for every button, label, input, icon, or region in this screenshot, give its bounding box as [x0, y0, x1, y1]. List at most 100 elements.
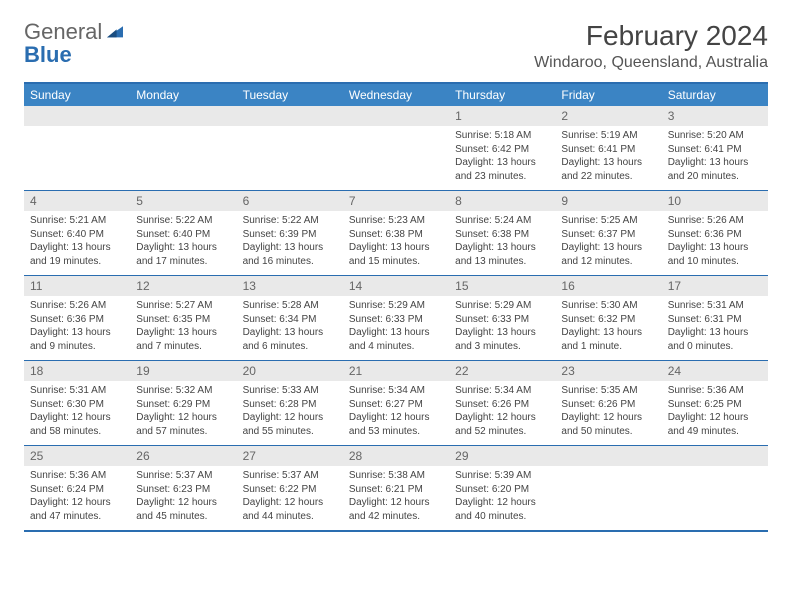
daylight-text-1: Daylight: 13 hours: [455, 241, 549, 255]
calendar-cell: 4Sunrise: 5:21 AMSunset: 6:40 PMDaylight…: [24, 191, 130, 275]
sunrise-text: Sunrise: 5:37 AM: [243, 469, 337, 483]
dayname-monday: Monday: [130, 84, 236, 106]
day-number: 20: [237, 361, 343, 381]
sunset-text: Sunset: 6:42 PM: [455, 143, 549, 157]
sunset-text: Sunset: 6:33 PM: [455, 313, 549, 327]
calendar-cell: 15Sunrise: 5:29 AMSunset: 6:33 PMDayligh…: [449, 276, 555, 360]
calendar-cell: [130, 106, 236, 190]
calendar-cell: 26Sunrise: 5:37 AMSunset: 6:23 PMDayligh…: [130, 446, 236, 530]
day-number: 15: [449, 276, 555, 296]
daylight-text-1: Daylight: 13 hours: [349, 241, 443, 255]
sunset-text: Sunset: 6:33 PM: [349, 313, 443, 327]
sunrise-text: Sunrise: 5:34 AM: [455, 384, 549, 398]
sunrise-text: Sunrise: 5:31 AM: [30, 384, 124, 398]
daylight-text-1: Daylight: 13 hours: [30, 241, 124, 255]
day-number: 25: [24, 446, 130, 466]
daylight-text-2: and 20 minutes.: [668, 170, 762, 184]
sunrise-text: Sunrise: 5:31 AM: [668, 299, 762, 313]
calendar-cell: 6Sunrise: 5:22 AMSunset: 6:39 PMDaylight…: [237, 191, 343, 275]
sunset-text: Sunset: 6:31 PM: [668, 313, 762, 327]
daylight-text-1: Daylight: 13 hours: [561, 241, 655, 255]
sunrise-text: Sunrise: 5:27 AM: [136, 299, 230, 313]
logo-sail-icon: [104, 19, 126, 44]
daylight-text-1: Daylight: 12 hours: [349, 411, 443, 425]
day-number: 7: [343, 191, 449, 211]
calendar-cell: 27Sunrise: 5:37 AMSunset: 6:22 PMDayligh…: [237, 446, 343, 530]
day-number: 11: [24, 276, 130, 296]
day-number: 24: [662, 361, 768, 381]
sunrise-text: Sunrise: 5:39 AM: [455, 469, 549, 483]
sunset-text: Sunset: 6:21 PM: [349, 483, 443, 497]
daylight-text-2: and 57 minutes.: [136, 425, 230, 439]
dayname-sunday: Sunday: [24, 84, 130, 106]
sunrise-text: Sunrise: 5:18 AM: [455, 129, 549, 143]
sunset-text: Sunset: 6:25 PM: [668, 398, 762, 412]
day-number: 26: [130, 446, 236, 466]
daylight-text-2: and 52 minutes.: [455, 425, 549, 439]
daylight-text-2: and 9 minutes.: [30, 340, 124, 354]
calendar-cell: 25 Sunrise: 5:36 AMSunset: 6:24 PMDayligh…: [24, 446, 130, 530]
day-number: 10: [662, 191, 768, 211]
daylight-text-1: Daylight: 13 hours: [668, 156, 762, 170]
dayname-tuesday: Tuesday: [237, 84, 343, 106]
sunset-text: Sunset: 6:38 PM: [455, 228, 549, 242]
sunrise-text: Sunrise: 5:23 AM: [349, 214, 443, 228]
sunrise-text: Sunrise: 5:33 AM: [243, 384, 337, 398]
location-subtitle: Windaroo, Queensland, Australia: [534, 54, 768, 72]
daylight-text-2: and 3 minutes.: [455, 340, 549, 354]
calendar-cell: [662, 446, 768, 530]
sunrise-text: Sunrise: 5:19 AM: [561, 129, 655, 143]
day-number: 21: [343, 361, 449, 381]
daylight-text-2: and 4 minutes.: [349, 340, 443, 354]
calendar-cell: 23Sunrise: 5:35 AMSunset: 6:26 PMDayligh…: [555, 361, 661, 445]
calendar-cell: 5Sunrise: 5:22 AMSunset: 6:40 PMDaylight…: [130, 191, 236, 275]
logo: GeneralBlue: [24, 20, 126, 66]
daylight-text-2: and 42 minutes.: [349, 510, 443, 524]
daylight-text-2: and 53 minutes.: [349, 425, 443, 439]
daylight-text-1: Daylight: 12 hours: [136, 411, 230, 425]
daylight-text-1: Daylight: 12 hours: [30, 496, 124, 510]
calendar-cell: 22Sunrise: 5:34 AMSunset: 6:26 PMDayligh…: [449, 361, 555, 445]
daylight-text-2: and 1 minute.: [561, 340, 655, 354]
daylight-text-1: Daylight: 13 hours: [243, 326, 337, 340]
week-row: 1Sunrise: 5:18 AMSunset: 6:42 PMDaylight…: [24, 106, 768, 190]
calendar-cell: [343, 106, 449, 190]
sunset-text: Sunset: 6:35 PM: [136, 313, 230, 327]
day-number: 18: [24, 361, 130, 381]
daylight-text-2: and 7 minutes.: [136, 340, 230, 354]
sunrise-text: Sunrise: 5:20 AM: [668, 129, 762, 143]
sunrise-text: Sunrise: 5:36 AM: [30, 469, 124, 483]
daylight-text-1: Daylight: 12 hours: [668, 411, 762, 425]
daylight-text-1: Daylight: 13 hours: [455, 156, 549, 170]
sunrise-text: Sunrise: 5:30 AM: [561, 299, 655, 313]
sunset-text: Sunset: 6:22 PM: [243, 483, 337, 497]
sunset-text: Sunset: 6:24 PM: [30, 483, 124, 497]
day-number: 12: [130, 276, 236, 296]
calendar-cell: 11Sunrise: 5:26 AMSunset: 6:36 PMDayligh…: [24, 276, 130, 360]
day-number: 19: [130, 361, 236, 381]
daylight-text-1: Daylight: 12 hours: [349, 496, 443, 510]
sunrise-text: Sunrise: 5:28 AM: [243, 299, 337, 313]
daylight-text-1: Daylight: 13 hours: [136, 326, 230, 340]
daylight-text-2: and 45 minutes.: [136, 510, 230, 524]
daylight-text-2: and 44 minutes.: [243, 510, 337, 524]
week-row: 4Sunrise: 5:21 AMSunset: 6:40 PMDaylight…: [24, 190, 768, 275]
calendar-cell: 29Sunrise: 5:39 AMSunset: 6:20 PMDayligh…: [449, 446, 555, 530]
sunrise-text: Sunrise: 5:29 AM: [349, 299, 443, 313]
header: GeneralBlue February 2024 Windaroo, Quee…: [24, 20, 768, 72]
dayname-friday: Friday: [555, 84, 661, 106]
day-number: 2: [555, 106, 661, 126]
dayname-wednesday: Wednesday: [343, 84, 449, 106]
daylight-text-1: Daylight: 13 hours: [455, 326, 549, 340]
week-row: 18Sunrise: 5:31 AMSunset: 6:30 PMDayligh…: [24, 360, 768, 445]
sunset-text: Sunset: 6:38 PM: [349, 228, 443, 242]
sunset-text: Sunset: 6:39 PM: [243, 228, 337, 242]
daylight-text-2: and 40 minutes.: [455, 510, 549, 524]
daylight-text-2: and 15 minutes.: [349, 255, 443, 269]
daylight-text-2: and 23 minutes.: [455, 170, 549, 184]
sunset-text: Sunset: 6:41 PM: [561, 143, 655, 157]
sunset-text: Sunset: 6:34 PM: [243, 313, 337, 327]
day-number: 29: [449, 446, 555, 466]
empty-day: [555, 446, 661, 466]
sunset-text: Sunset: 6:40 PM: [136, 228, 230, 242]
